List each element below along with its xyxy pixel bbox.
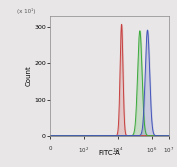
X-axis label: FITC-A: FITC-A [98, 150, 120, 155]
Text: $10^4$: $10^4$ [112, 146, 124, 155]
Text: $10^6$: $10^6$ [146, 146, 157, 155]
Text: (x 10¹): (x 10¹) [17, 8, 35, 14]
Text: 0: 0 [48, 146, 52, 151]
Text: $10^2$: $10^2$ [78, 146, 90, 155]
Y-axis label: Count: Count [25, 66, 31, 86]
Text: $10^7$: $10^7$ [163, 146, 174, 155]
